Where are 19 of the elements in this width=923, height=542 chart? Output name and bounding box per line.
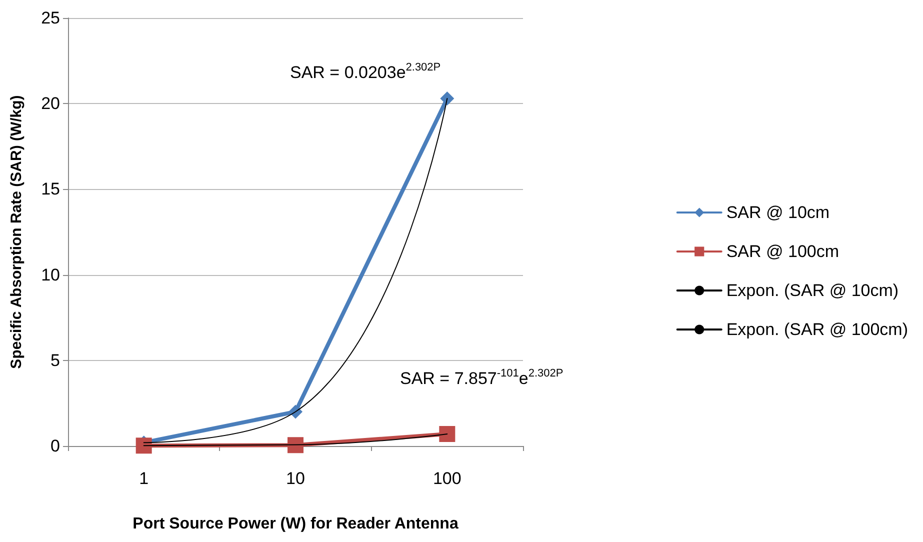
y-tick-label: 25 bbox=[41, 8, 60, 28]
legend-label: SAR @ 10cm bbox=[726, 203, 830, 222]
legend-label: Expon. (SAR @ 10cm) bbox=[726, 281, 899, 300]
y-tick-label: 20 bbox=[41, 94, 60, 114]
y-tick-label: 5 bbox=[50, 350, 60, 370]
point bbox=[440, 91, 454, 106]
x-tick-label: 10 bbox=[286, 469, 305, 488]
y-tick-label: 15 bbox=[41, 180, 60, 199]
point bbox=[136, 438, 152, 454]
y-axis-title: Specific Absorption Rate (SAR) (W/kg) bbox=[8, 95, 25, 369]
x-axis-title: Port Source Power (W) for Reader Antenna bbox=[132, 516, 458, 532]
point bbox=[288, 437, 304, 454]
legend-label: Expon. (SAR @ 100cm) bbox=[726, 320, 908, 339]
point bbox=[439, 426, 456, 442]
legend-label: SAR @ 100cm bbox=[726, 242, 840, 261]
y-tick-label: 0 bbox=[50, 436, 60, 456]
x-tick-label: 100 bbox=[432, 469, 462, 488]
y-tick-label: 10 bbox=[41, 265, 60, 284]
x-tick-label: 1 bbox=[139, 469, 149, 488]
